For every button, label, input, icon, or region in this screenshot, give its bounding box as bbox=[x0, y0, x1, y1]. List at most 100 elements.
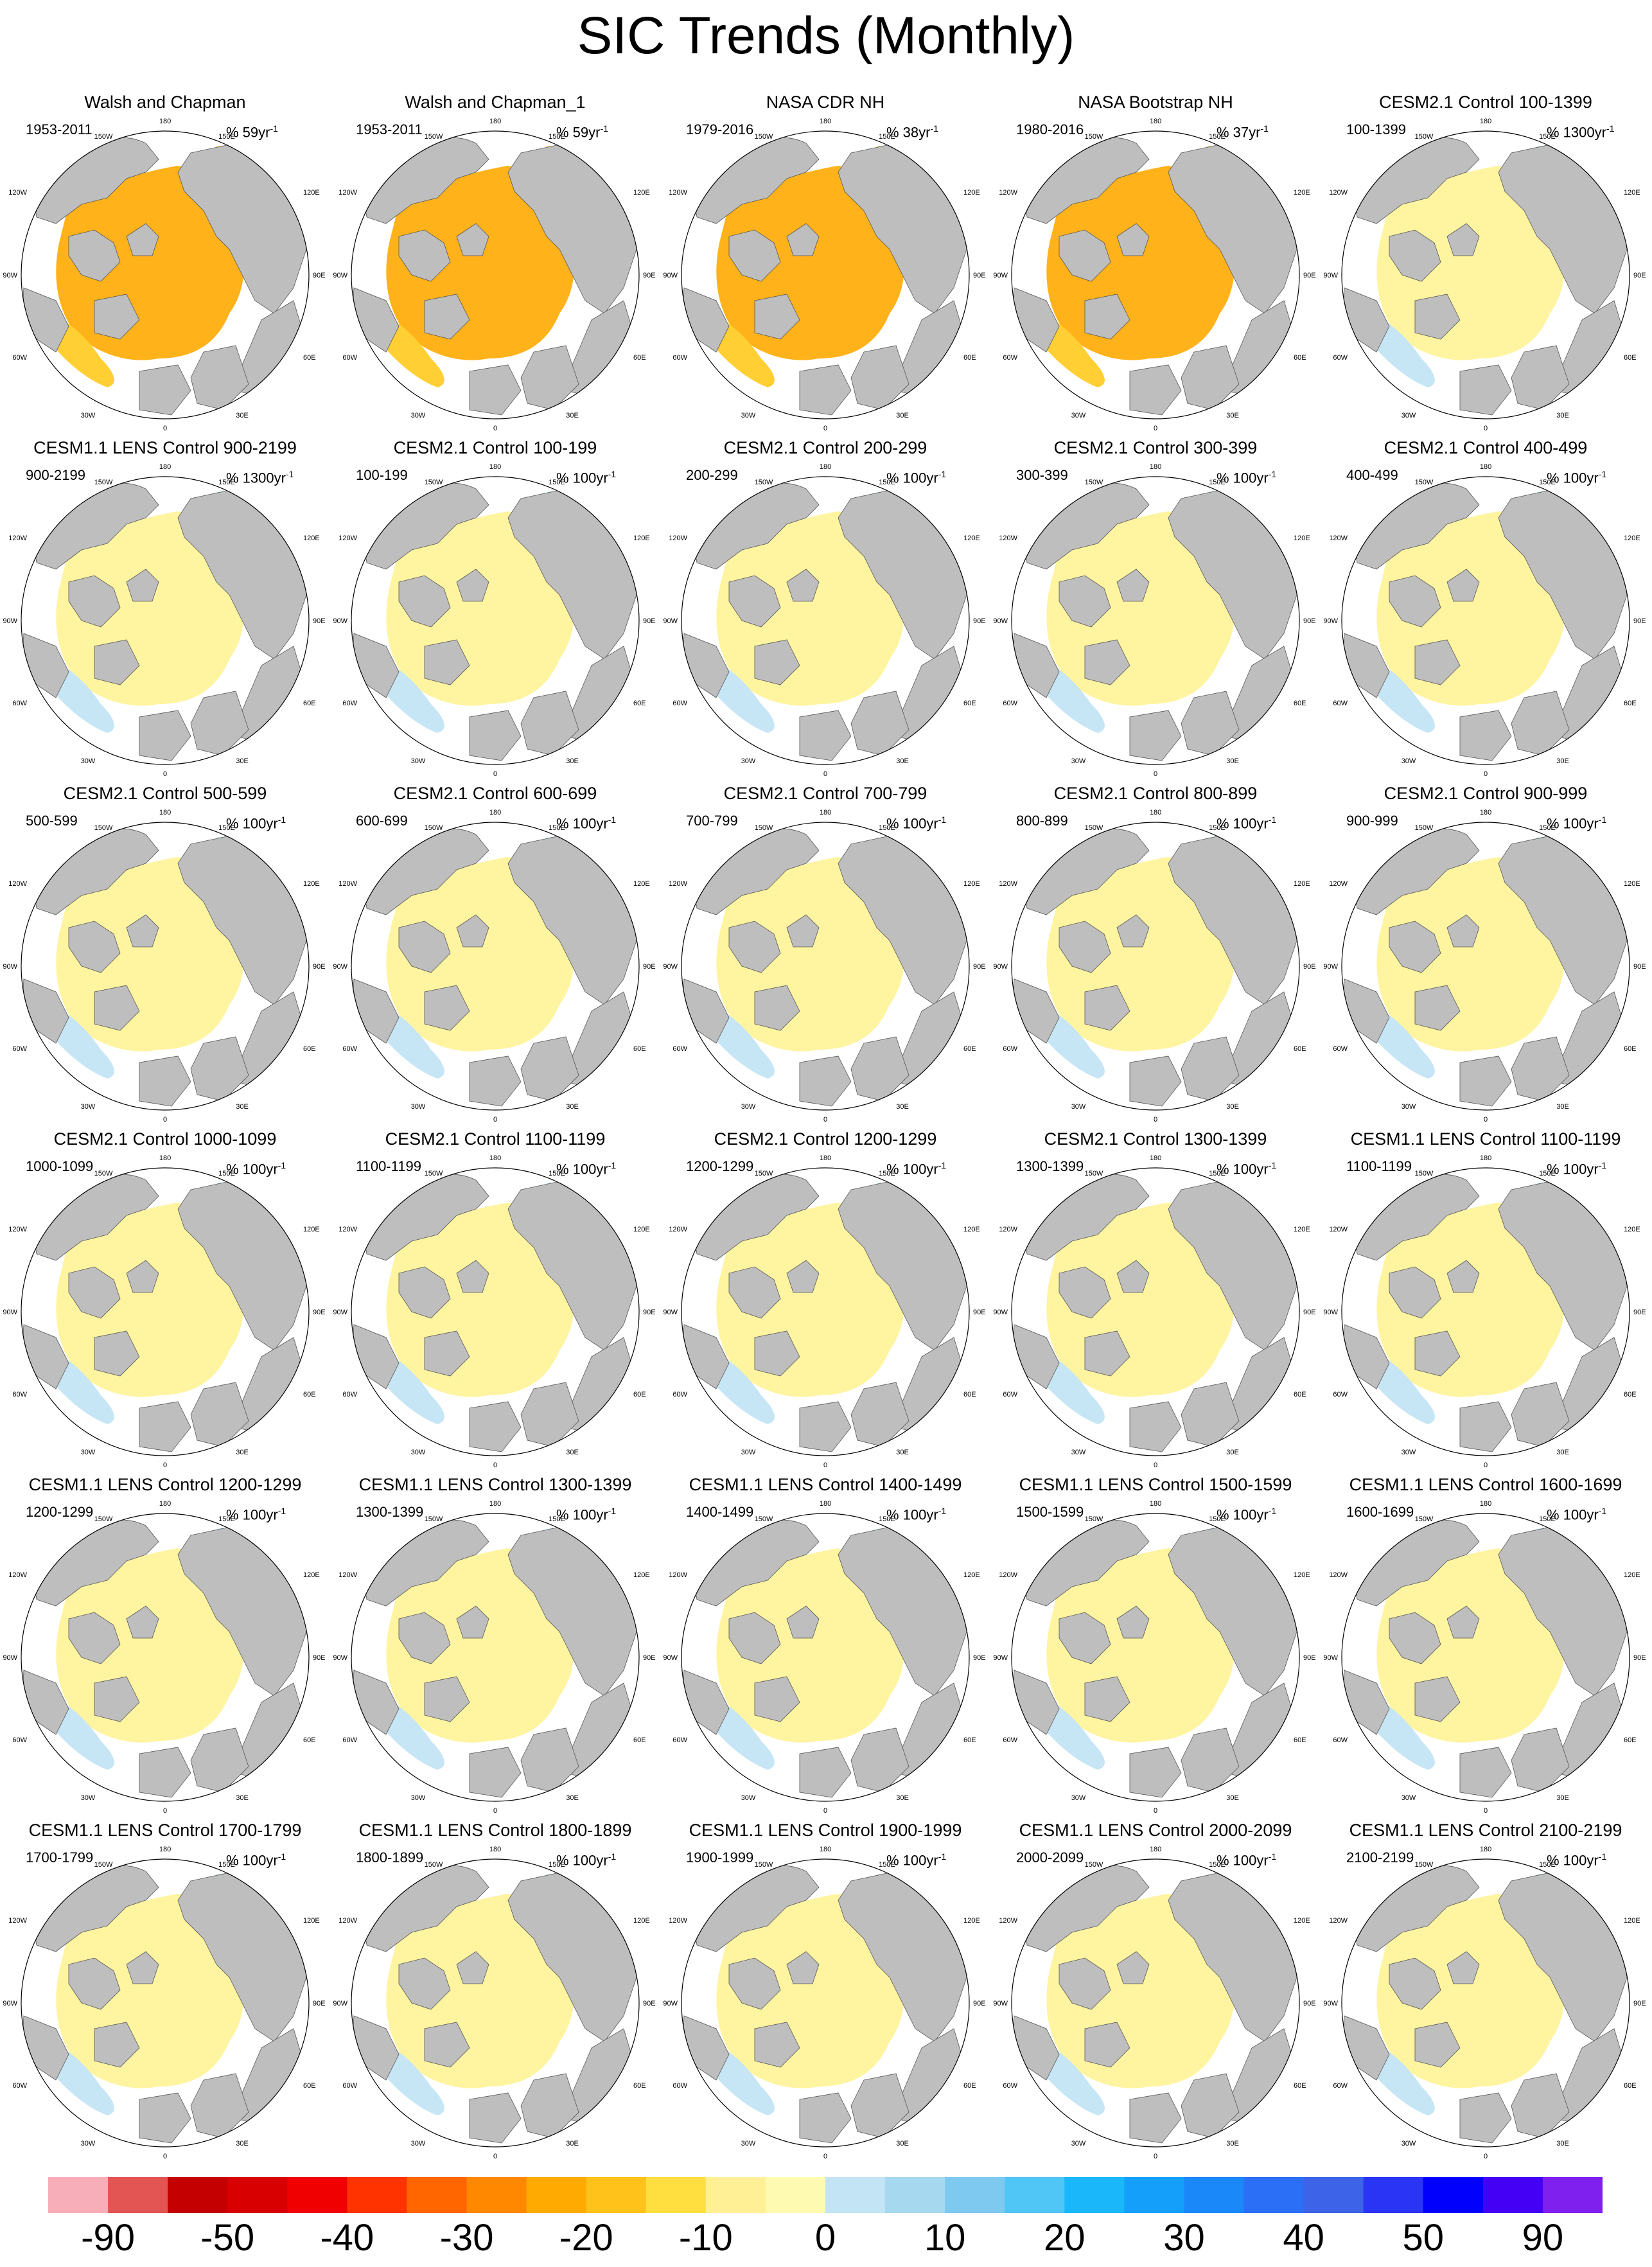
longitude-label: 30E bbox=[236, 2140, 249, 2148]
land-mass bbox=[1459, 364, 1512, 416]
longitude-label: 150E bbox=[218, 479, 235, 486]
land-mass bbox=[1446, 1951, 1480, 1984]
longitude-label: 0 bbox=[823, 1807, 827, 1815]
colorbar-swatch bbox=[1542, 2177, 1603, 2213]
land-mass bbox=[754, 1676, 800, 1722]
panel-unit: % 100yr-1 bbox=[556, 815, 617, 832]
land-mass bbox=[1059, 575, 1111, 628]
longitude-label: 30W bbox=[81, 1103, 96, 1111]
map-panel: CESM2.1 Control 1000-1099 1000-1099 % 100y… bbox=[0, 1129, 330, 1476]
longitude-label: 150W bbox=[425, 479, 443, 486]
longitude-label: 150E bbox=[1209, 1515, 1226, 1523]
longitude-label: 30E bbox=[1226, 412, 1239, 419]
longitude-label: 180 bbox=[489, 1846, 501, 1853]
land-mass bbox=[94, 2022, 140, 2068]
land-mass bbox=[728, 575, 781, 628]
longitude-label: 90W bbox=[333, 1654, 347, 1662]
colorbar-tick-label: 10 bbox=[924, 2217, 966, 2259]
longitude-label: 90E bbox=[1633, 272, 1646, 279]
land-mass bbox=[126, 1605, 159, 1639]
longitude-label: 180 bbox=[159, 1500, 171, 1508]
longitude-label: 150E bbox=[879, 1861, 895, 1869]
longitude-label: 90E bbox=[643, 2000, 656, 2007]
land-mass bbox=[728, 1612, 781, 1664]
land-mass bbox=[1084, 1676, 1130, 1722]
panel-period: 1300-1399 bbox=[356, 1504, 424, 1520]
longitude-label: 30E bbox=[1226, 2140, 1239, 2148]
panel-title: Walsh and Chapman_1 bbox=[405, 93, 586, 112]
longitude-label: 30E bbox=[896, 2140, 909, 2148]
land-mass bbox=[68, 1266, 121, 1319]
polar-map: 180 150W 150E 120W 120E 90W 90E 60W 60E 30W 30E 0 bbox=[1323, 809, 1646, 1124]
longitude-label: 90W bbox=[333, 272, 347, 279]
longitude-label: 180 bbox=[159, 1154, 171, 1162]
longitude-label: 30E bbox=[236, 757, 249, 765]
land-mass bbox=[1446, 1260, 1480, 1293]
land-mass bbox=[728, 921, 781, 973]
longitude-label: 120E bbox=[1294, 1571, 1310, 1579]
longitude-label: 150E bbox=[549, 1515, 565, 1523]
land-mass bbox=[1414, 1330, 1461, 1377]
longitude-label: 90E bbox=[313, 617, 326, 625]
longitude-label: 90E bbox=[313, 1309, 326, 1316]
longitude-label: 90E bbox=[1633, 617, 1646, 625]
land-mass bbox=[1459, 1055, 1512, 1107]
land-mass bbox=[139, 364, 191, 416]
panel-title: CESM2.1 Control 500-599 bbox=[63, 784, 267, 803]
panel-unit: % 100yr-1 bbox=[1547, 1506, 1607, 1523]
longitude-label: 30W bbox=[741, 1103, 756, 1111]
panel-title: CESM2.1 Control 700-799 bbox=[723, 784, 927, 803]
map-panel: CESM1.1 LENS Control 1800-1899 1800-1899%… bbox=[330, 1820, 660, 2167]
longitude-label: 90W bbox=[663, 2000, 678, 2007]
panel-unit: % 100yr-1 bbox=[886, 1506, 947, 1523]
longitude-label: 150W bbox=[755, 1170, 773, 1178]
land-mass bbox=[1129, 1401, 1182, 1452]
longitude-label: 90W bbox=[1323, 272, 1338, 279]
longitude-label: 60W bbox=[12, 354, 27, 362]
panel-title: CESM1.1 LENS Control 1200-1299 bbox=[28, 1475, 302, 1494]
land-mass bbox=[754, 985, 800, 1031]
land-mass bbox=[456, 1951, 489, 1984]
map-panel: CESM1.1 LENS Control 900-2199 900-2199 % 1… bbox=[0, 437, 330, 784]
longitude-label: 0 bbox=[823, 2153, 827, 2160]
land-mass bbox=[126, 1951, 159, 1984]
longitude-label: 150E bbox=[1539, 133, 1556, 141]
land-mass bbox=[728, 1266, 781, 1319]
polar-map: 180 150W 150E 120W 120E 90W 90E 60W 60E 30W 30E 0 bbox=[993, 118, 1315, 432]
land-mass bbox=[1129, 710, 1182, 761]
longitude-label: 120W bbox=[1329, 1917, 1348, 1925]
panel-unit: % 38yr-1 bbox=[886, 123, 938, 141]
land-mass bbox=[728, 229, 781, 282]
longitude-label: 30E bbox=[1556, 1103, 1569, 1111]
map-boundary bbox=[1011, 476, 1300, 765]
longitude-label: 90E bbox=[1303, 963, 1316, 971]
longitude-label: 0 bbox=[163, 770, 167, 778]
longitude-label: 150E bbox=[879, 133, 895, 141]
map-boundary bbox=[351, 130, 640, 419]
longitude-label: 60E bbox=[633, 354, 646, 362]
longitude-label: 60E bbox=[633, 2082, 646, 2090]
panel-period: 800-899 bbox=[1016, 813, 1068, 829]
land-mass bbox=[424, 1676, 470, 1722]
longitude-label: 60W bbox=[12, 1736, 27, 1744]
longitude-label: 150W bbox=[94, 1515, 113, 1523]
longitude-label: 60E bbox=[1624, 1391, 1637, 1398]
longitude-label: 90W bbox=[1323, 963, 1338, 971]
map-panel: Walsh and Chapman_1 1953-2011% 59yr-1 180 1… bbox=[330, 92, 660, 439]
colorbar-tick-label: -50 bbox=[200, 2217, 255, 2259]
map-panel: CESM1.1 LENS Control 1700-1799 1700-1799%… bbox=[0, 1820, 330, 2167]
longitude-label: 30W bbox=[411, 1103, 426, 1111]
panel-unit: % 100yr-1 bbox=[556, 1160, 617, 1178]
land-mass bbox=[68, 229, 121, 282]
longitude-label: 90W bbox=[3, 617, 17, 625]
land-mass bbox=[786, 569, 820, 602]
panel-unit: % 100yr-1 bbox=[1217, 1851, 1277, 1869]
longitude-label: 0 bbox=[1484, 1807, 1488, 1815]
longitude-label: 90W bbox=[1323, 1309, 1338, 1316]
longitude-label: 0 bbox=[1484, 770, 1488, 778]
map-boundary bbox=[21, 1858, 310, 2148]
land-mass bbox=[398, 921, 451, 973]
map-boundary bbox=[1011, 130, 1300, 419]
longitude-label: 0 bbox=[163, 2153, 167, 2160]
longitude-label: 30W bbox=[1071, 1449, 1086, 1456]
